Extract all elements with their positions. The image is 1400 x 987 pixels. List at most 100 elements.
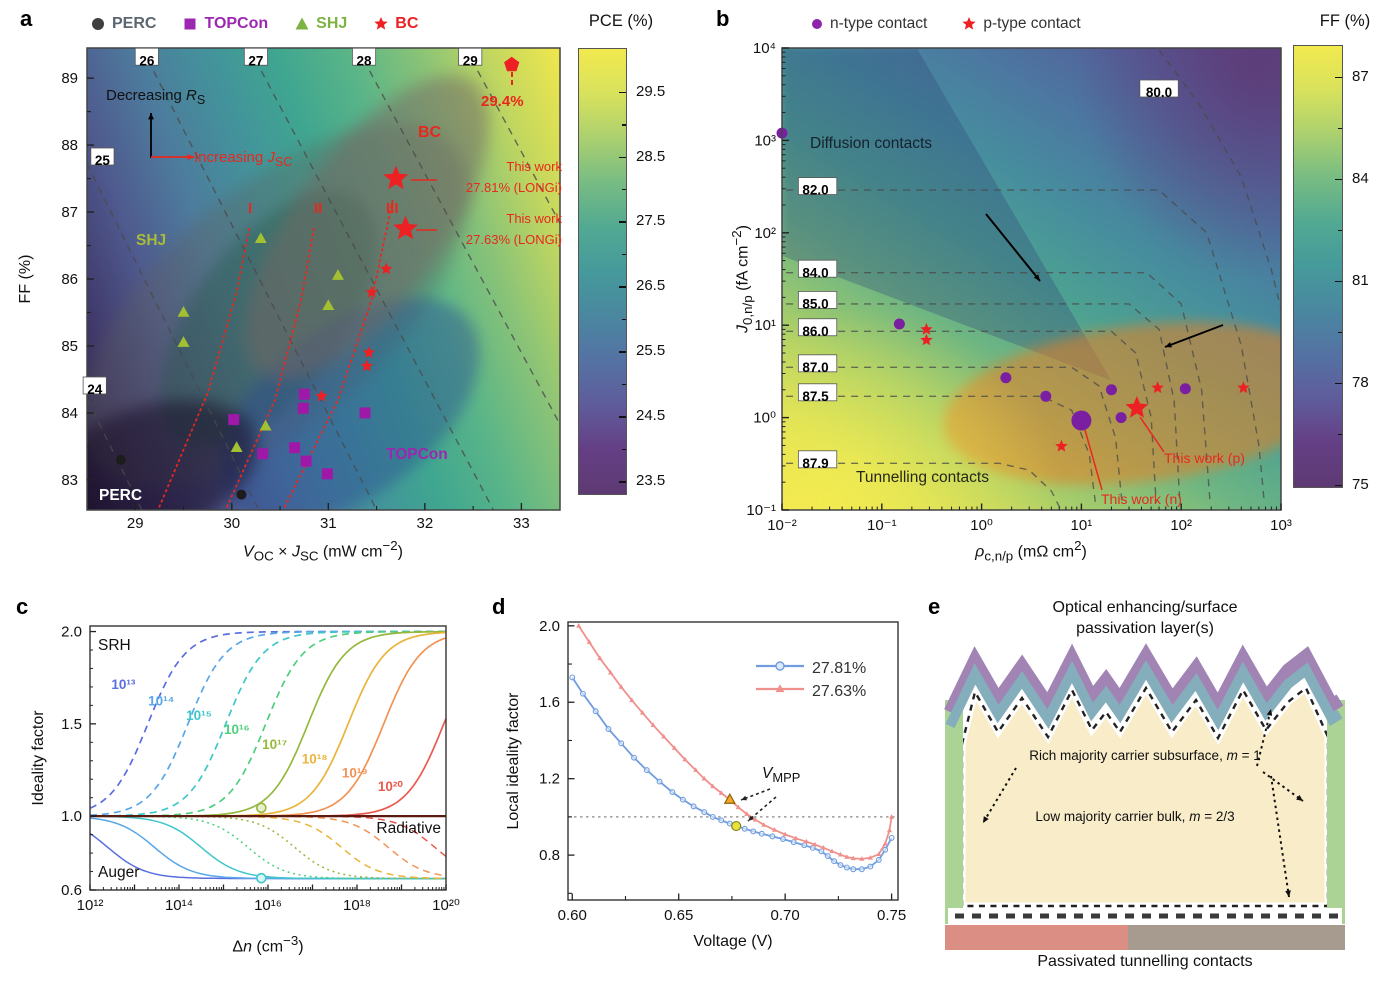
contour-label-box: [352, 47, 377, 66]
pce-contour-label-29: 29: [463, 53, 478, 68]
contour-label-box: [797, 291, 838, 309]
curve-label-10¹⁸: 10¹⁸: [302, 752, 328, 767]
d-point-27.81%: [867, 863, 874, 870]
tick-label: 0.6: [61, 882, 82, 899]
d-point-27.81%: [769, 833, 776, 840]
contact-bar-right: [1128, 925, 1345, 950]
d-legend-label-2781: 27.81%: [812, 660, 867, 677]
panel-a-layer: [87, 48, 560, 510]
contour-label-box: [797, 450, 838, 469]
this-work-n-pointer: [1084, 429, 1103, 491]
panel-d-ylabel: Local ideality factor: [505, 692, 522, 830]
point-p-type: [920, 333, 933, 346]
d-point-27.63%: [710, 783, 716, 789]
contour-label-box: [797, 259, 838, 278]
curve-label-10²⁰: 10²⁰: [378, 779, 404, 794]
tick-label: 87: [61, 204, 78, 221]
contour-label-box: [797, 383, 838, 402]
point-TOPCon: [289, 442, 301, 454]
d-point-27.63%: [859, 856, 865, 861]
tick-label: 2.0: [539, 618, 560, 635]
d-point-27.81%: [690, 803, 697, 810]
srh-curve-10¹⁵: [90, 630, 446, 817]
point-TOPCon: [297, 402, 309, 414]
legend-item-shj: SHJ: [294, 15, 347, 33]
colorbar-tick-label: 27.5: [636, 212, 666, 230]
ff-contour-label-87.9: 87.9: [802, 456, 828, 471]
d-point-27.63%: [718, 790, 724, 795]
point-TOPCon: [300, 455, 312, 467]
tick-label: 88: [61, 137, 78, 154]
shj-region-label: SHJ: [136, 232, 167, 249]
c-marker-1: [256, 872, 267, 884]
tick-label: 0.70: [771, 907, 800, 924]
d-legend-marker-2: [775, 684, 785, 693]
d-point-27.63%: [597, 655, 603, 661]
point-SHJ: [230, 441, 243, 452]
panel-a-xlabel: VOC × JSC (mW cm−2): [243, 538, 403, 564]
point-n-type: [1105, 384, 1117, 396]
d-point-27.63%: [744, 811, 750, 816]
panel-label-d: d: [492, 594, 506, 619]
side-wall-right: [1327, 700, 1345, 924]
e-arrow-right-head: [1296, 794, 1303, 801]
bc-marker-icon: [374, 17, 388, 30]
tick-label: 2.0: [61, 624, 82, 641]
tick-label: 10²: [754, 225, 776, 242]
tick-label: 1.6: [539, 694, 560, 711]
srh-label: SRH: [98, 637, 131, 654]
colorbar-tick-label: 28.5: [636, 147, 666, 165]
d-point-27.81%: [592, 708, 599, 715]
curve-label-10¹⁹: 10¹⁹: [342, 765, 368, 780]
d-point-27.63%: [803, 838, 810, 844]
tick-label: 0.8: [539, 847, 560, 864]
colorbar-tick: [1335, 280, 1342, 283]
point-TOPCon: [321, 468, 333, 480]
tick-label: 10¹: [1071, 517, 1093, 534]
colorbar-tick: [1335, 178, 1342, 181]
d-point-27.63%: [735, 804, 741, 810]
d-point-27.63%: [886, 827, 893, 833]
d-point-27.63%: [661, 733, 667, 739]
increasing-jsc-arrow-head: [187, 154, 194, 160]
tick-label: 1.0: [61, 808, 82, 825]
perc-region-label: PERC: [99, 487, 143, 504]
ff-contour-label-86.0: 86.0: [802, 324, 828, 339]
colorbar-minor-tick: [622, 318, 626, 321]
colorbar-minor-tick: [622, 383, 626, 386]
e-arrow-down-head: [1285, 890, 1291, 897]
pce-contour-25: [87, 163, 260, 510]
ff-contour-85.0: [786, 303, 1181, 503]
decreasing-rs-label: Decreasing RS: [106, 87, 206, 107]
auger-curve-10¹⁶: [90, 815, 446, 880]
e-arrow-left-head: [983, 816, 989, 823]
colorbar-minor-tick: [622, 253, 626, 256]
this-work-1-line2: 27.81% (LONGi): [465, 180, 562, 195]
point-TOPCon: [298, 388, 310, 400]
panel-c-ylabel: Ideality factor: [30, 710, 47, 806]
ff-contour-84.0: [786, 272, 1211, 503]
d-point-27.81%: [669, 789, 676, 796]
panel-e-caption: Passivated tunnelling contacts: [1037, 953, 1253, 970]
panel-d-xlabel: Voltage (V): [693, 933, 773, 950]
low-bulk-label: Low majority carrier bulk, m = 2/3: [1035, 809, 1235, 824]
tick-label: 10⁻²: [767, 517, 797, 534]
curve-label-10¹³: 10¹³: [111, 677, 136, 692]
tick-label: 10⁰: [753, 410, 776, 427]
d-point-27.63%: [639, 709, 646, 715]
panel-a-legend: PERC TOPCon SHJ BC: [90, 15, 444, 33]
point-SHJ: [254, 232, 267, 244]
point-BC: [315, 389, 328, 402]
pce-contour-label-27: 27: [248, 53, 263, 68]
d-point-27.63%: [820, 845, 827, 850]
vmpp-triangle-marker: [723, 792, 736, 804]
point-p-type: [1055, 439, 1068, 452]
point-PERC: [115, 454, 126, 465]
tick-label: 32: [417, 515, 434, 532]
vmpp-arrow-1-head: [741, 795, 747, 801]
d-point-27.81%: [824, 853, 831, 860]
d-point-27.81%: [618, 740, 625, 747]
passivation-teal-layer: [945, 660, 1343, 731]
auger-curve-10¹⁹: [90, 815, 446, 877]
colorbar-minor-tick: [1338, 127, 1342, 130]
